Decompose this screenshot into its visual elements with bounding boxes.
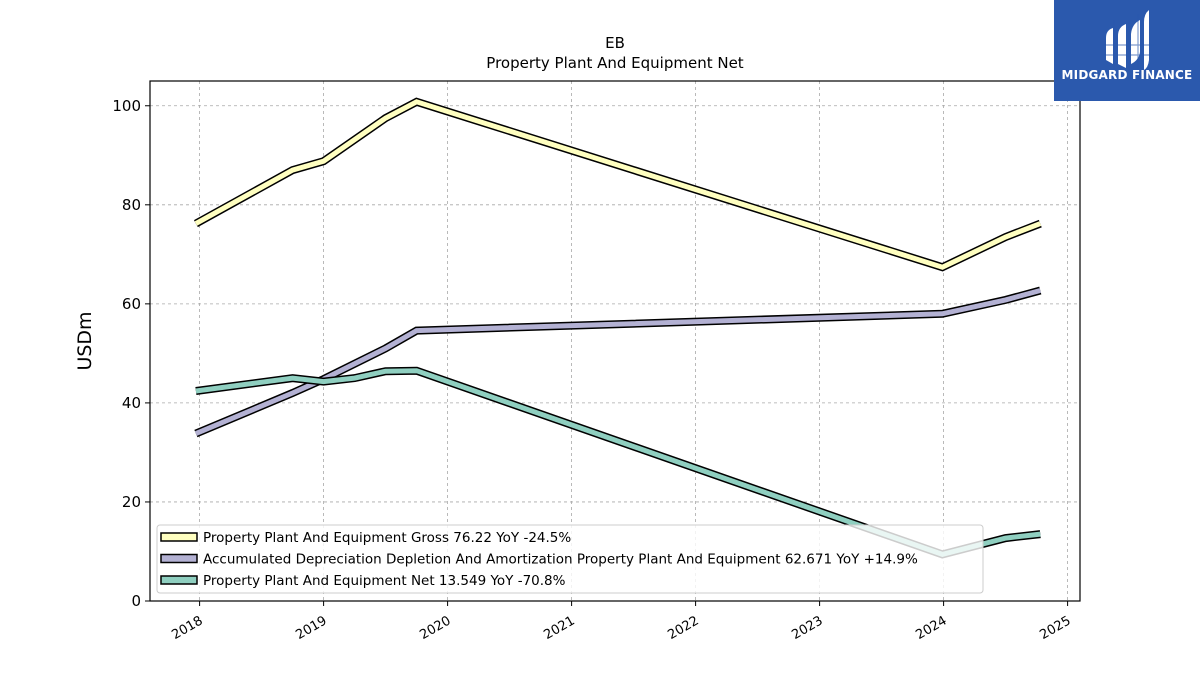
x-tick-label: 2024 (913, 613, 949, 643)
x-tick-label: 2018 (169, 613, 205, 643)
chart-title: EB (605, 34, 625, 52)
x-tick-label: 2020 (417, 613, 453, 643)
y-axis-label: USDm (74, 311, 96, 370)
series-line (194, 99, 1042, 270)
y-tick-label: 40 (122, 394, 141, 412)
chart-subtitle: Property Plant And Equipment Net (486, 54, 743, 72)
brand-logo: MIDGARD FINANCE (1054, 0, 1200, 101)
legend-box (156, 524, 984, 594)
y-tick-label: 0 (131, 592, 141, 610)
series-line-outline (194, 286, 1042, 438)
legend-swatch (160, 532, 198, 542)
series-line-outline (193, 97, 1042, 272)
series-line (194, 288, 1041, 436)
legend-swatch (160, 553, 198, 564)
x-tick-label: 2021 (541, 613, 577, 643)
legend-swatch (160, 575, 198, 585)
x-tick-label: 2019 (293, 613, 329, 643)
series-lines (193, 97, 1042, 559)
x-tick-label: 2022 (665, 613, 701, 643)
plot-frame (149, 80, 1081, 602)
logo-mark-icon (1104, 10, 1154, 70)
y-tick-label: 60 (122, 295, 141, 313)
legend-label: Property Plant And Equipment Gross 76.22… (203, 530, 571, 546)
legend: Property Plant And Equipment Gross 76.22… (156, 524, 984, 594)
x-tick-label: 2025 (1037, 613, 1073, 643)
logo-text: MIDGARD FINANCE (1061, 68, 1193, 82)
y-tick-label: 20 (122, 493, 141, 511)
legend-label: Accumulated Depreciation Depletion And A… (203, 552, 918, 568)
y-tick-label: 80 (122, 196, 141, 214)
x-tick-label: 2023 (789, 613, 825, 643)
grid (150, 81, 1080, 602)
legend-label: Property Plant And Equipment Net 13.549 … (203, 573, 566, 589)
series-line (195, 368, 1041, 558)
y-tick-label: 100 (112, 97, 141, 115)
